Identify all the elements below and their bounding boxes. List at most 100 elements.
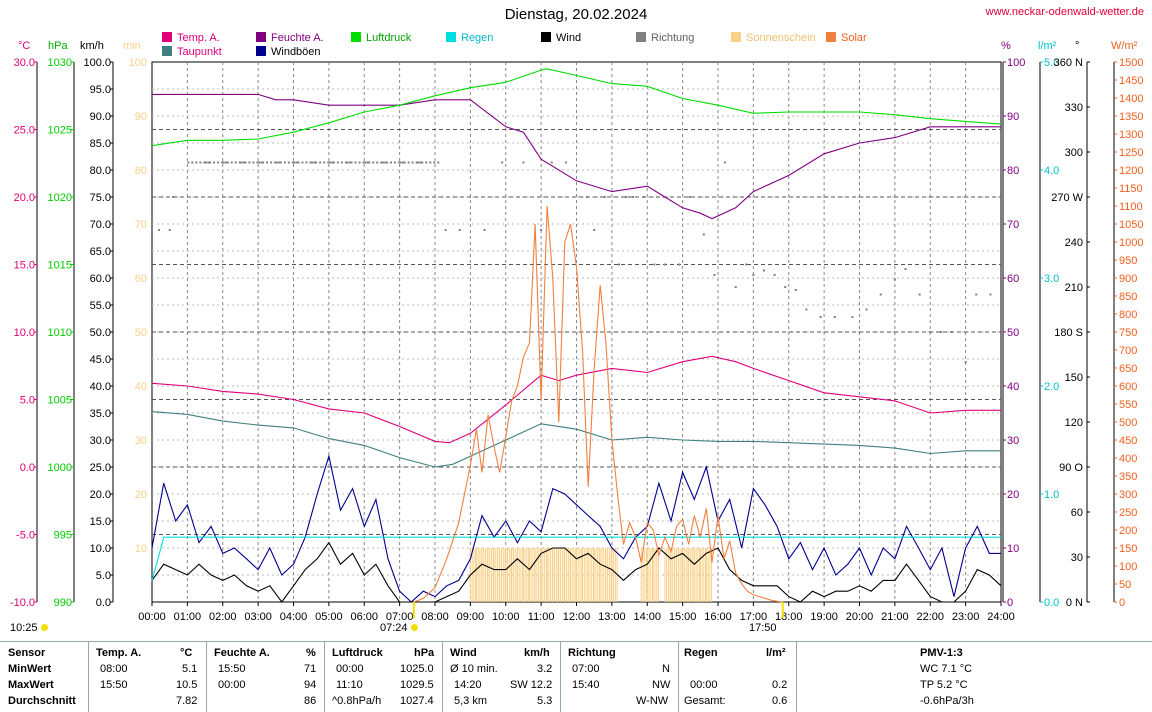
series-line-solar bbox=[413, 205, 783, 603]
direction-point bbox=[195, 161, 198, 164]
direction-point bbox=[266, 161, 269, 164]
sun-tick-label: 80 bbox=[135, 165, 147, 177]
stats-value: 5.1 bbox=[182, 663, 198, 675]
stats-time: 07:00 bbox=[572, 663, 600, 675]
website-link[interactable]: www.neckar-odenwald-wetter.de bbox=[985, 6, 1144, 18]
solar-tick-label: 1150 bbox=[1119, 183, 1143, 195]
stats-time: 00:00 bbox=[336, 663, 364, 675]
direction-tick-label: 30 bbox=[1071, 552, 1083, 564]
solar-tick-label: 400 bbox=[1119, 453, 1137, 465]
direction-point bbox=[403, 161, 406, 164]
x-tick-label: 02:00 bbox=[209, 611, 237, 623]
x-tick-label: 04:00 bbox=[280, 611, 308, 623]
temp-tick-label: -10.0 bbox=[10, 597, 35, 609]
direction-point bbox=[384, 161, 387, 164]
direction-point bbox=[168, 229, 171, 231]
solar-tick-label: 1450 bbox=[1119, 75, 1143, 87]
solar-tick-label: 1050 bbox=[1119, 219, 1143, 231]
axis-unit-pressure: hPa bbox=[48, 40, 68, 52]
stats-divider bbox=[88, 642, 89, 712]
stats-unit-humidity: % bbox=[306, 647, 316, 659]
direction-point bbox=[380, 161, 383, 164]
solar-tick-label: 700 bbox=[1119, 345, 1137, 357]
direction-point bbox=[331, 161, 334, 164]
direction-point bbox=[327, 161, 330, 164]
sun-tick-label: 30 bbox=[135, 435, 147, 447]
direction-point bbox=[240, 161, 243, 164]
series-line-luftdruck bbox=[151, 68, 1002, 147]
stats-value: NW bbox=[652, 679, 671, 691]
direction-point bbox=[433, 161, 436, 164]
direction-point bbox=[632, 196, 635, 198]
stats-divider bbox=[206, 642, 207, 712]
sun-tick-label: 60 bbox=[135, 273, 147, 285]
stats-divider bbox=[560, 642, 561, 712]
x-tick-label: 03:00 bbox=[244, 611, 272, 623]
solar-tick-label: 600 bbox=[1119, 381, 1137, 393]
temp-tick-label: 30.0 bbox=[14, 57, 35, 69]
axis-unit-solar: W/m² bbox=[1111, 40, 1138, 52]
stats-table: Sensor MinWert MaxWert Durchschnitt Temp… bbox=[0, 641, 1152, 712]
direction-point bbox=[833, 316, 836, 318]
stats-header-pmv: PMV-1:3 bbox=[920, 647, 963, 659]
direction-tick-label: 270 W bbox=[1051, 192, 1083, 204]
direction-tick-label: 330 bbox=[1065, 102, 1083, 114]
direction-point bbox=[385, 161, 388, 164]
legend-item-sunshine: Sonnenschein bbox=[731, 32, 816, 44]
legend-label: Richtung bbox=[651, 32, 695, 44]
direction-point bbox=[323, 161, 326, 164]
stats-time: 11:10 bbox=[336, 679, 363, 691]
stats-divider bbox=[442, 642, 443, 712]
axis-unit-temp: °C bbox=[18, 40, 31, 52]
stats-divider bbox=[796, 642, 797, 712]
stats-value: 86 bbox=[304, 695, 317, 707]
sun-event-sunrise: 07:24 bbox=[380, 622, 418, 634]
direction-tick-label: 300 bbox=[1065, 147, 1083, 159]
sun-icon bbox=[40, 624, 48, 631]
humidity-tick-label: 30 bbox=[1007, 435, 1019, 447]
direction-point bbox=[437, 161, 440, 164]
solar-tick-label: 1500 bbox=[1119, 57, 1143, 69]
direction-point bbox=[313, 161, 316, 164]
direction-point bbox=[222, 161, 225, 164]
direction-point bbox=[279, 161, 282, 164]
stats-time: 15:40 bbox=[572, 679, 600, 691]
stats-time: 15:50 bbox=[218, 663, 246, 675]
direction-point bbox=[918, 293, 921, 296]
direction-point bbox=[199, 161, 202, 164]
solar-tick-label: 150 bbox=[1119, 543, 1137, 555]
sun-tick-label: 10 bbox=[135, 543, 147, 555]
wind-tick-label: 50.0 bbox=[90, 327, 111, 339]
direction-point bbox=[642, 196, 645, 198]
legend-swatch bbox=[162, 32, 172, 42]
x-tick-label: 00:00 bbox=[138, 611, 166, 623]
legend-swatch bbox=[541, 32, 551, 42]
wind-tick-label: 95.0 bbox=[90, 84, 111, 96]
stats-value: 71 bbox=[304, 663, 317, 675]
wind-tick-label: 85.0 bbox=[90, 138, 111, 150]
direction-point bbox=[293, 161, 296, 164]
legend-swatch bbox=[731, 32, 741, 42]
direction-point bbox=[540, 229, 543, 231]
direction-point bbox=[407, 161, 410, 164]
sunrise-time: 07:24 bbox=[380, 622, 408, 634]
direction-point bbox=[350, 161, 353, 164]
x-tick-label: 19:00 bbox=[810, 611, 838, 623]
direction-point bbox=[230, 161, 233, 164]
solar-tick-label: 900 bbox=[1119, 273, 1137, 285]
legend-item-rain: Regen bbox=[446, 32, 493, 44]
direction-point bbox=[291, 161, 294, 164]
stats-divider bbox=[678, 642, 679, 712]
direction-point bbox=[929, 331, 932, 333]
stats-unit-pressure: hPa bbox=[414, 647, 435, 659]
direction-point bbox=[421, 161, 424, 164]
stats-value: N bbox=[662, 663, 670, 675]
solar-tick-label: 350 bbox=[1119, 471, 1137, 483]
humidity-tick-label: 70 bbox=[1007, 219, 1019, 231]
axis-unit-sun: min bbox=[123, 40, 141, 52]
solar-tick-label: 50 bbox=[1119, 579, 1131, 591]
solar-tick-label: 0 bbox=[1119, 597, 1125, 609]
weather-chart: 00:00 01:00 02:00 03:00 04:00 05:00 06:00 07:00… bbox=[10, 57, 1144, 623]
legend-label: Windböen bbox=[271, 46, 321, 58]
series-line-wind bbox=[151, 541, 1002, 603]
